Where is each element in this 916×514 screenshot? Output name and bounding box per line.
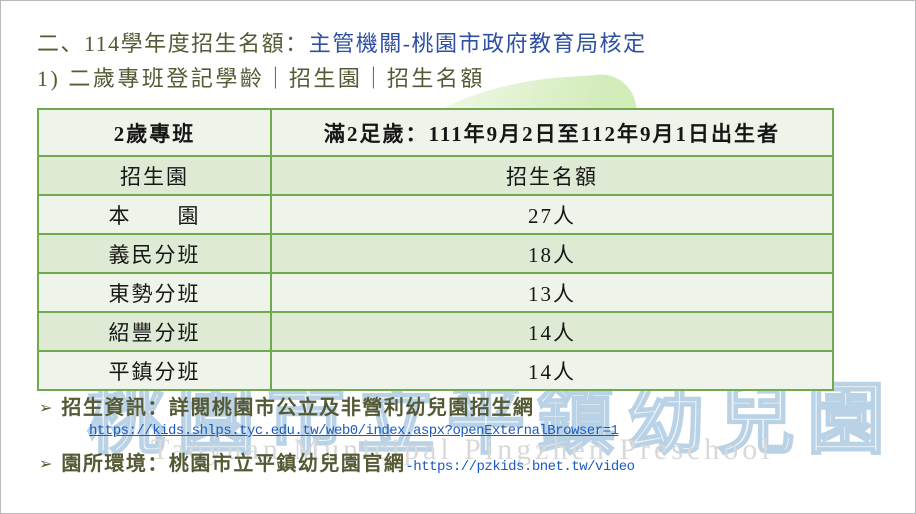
enrollment-link-line: https://kids.shlps.tyc.edu.tw/web0/index… xyxy=(89,421,619,439)
arrow-bullet-icon: ➢ xyxy=(39,400,53,417)
note-enrollment-info: ➢ 招生資訊：詳閱桃園市公立及非營利幼兒園招生網 xyxy=(39,391,534,420)
header-campus-cell: 招生園 xyxy=(37,155,272,196)
table-row: 招生園 招生名額 xyxy=(37,155,834,196)
campus-video-link[interactable]: -https://pzkids.bnet.tw/video xyxy=(405,459,635,475)
watermark-english: Taoyuan Municipal Pingzhen Preschool xyxy=(151,433,774,466)
arrow-bullet-icon: ➢ xyxy=(39,456,53,473)
campus-cell: 本 園 xyxy=(37,194,272,235)
enrollment-website-link[interactable]: https://kids.shlps.tyc.edu.tw/web0/index… xyxy=(89,423,619,439)
page-title-prefix: 二、114學年度招生名額： xyxy=(37,31,309,56)
table-row: 東勢分班 13人 xyxy=(37,272,834,313)
quota-cell: 14人 xyxy=(270,350,834,391)
class-type-cell: 2歲專班 xyxy=(37,108,272,157)
enrollment-table: 2歲專班 滿2足歲：111年9月2日至112年9月1日出生者 招生園 招生名額 … xyxy=(37,108,834,391)
quota-cell: 14人 xyxy=(270,311,834,352)
campus-cell: 義民分班 xyxy=(37,233,272,274)
page-title-highlight: 主管機關-桃園市政府教育局核定 xyxy=(308,31,647,56)
table-row: 義民分班 18人 xyxy=(37,233,834,274)
header-quota-cell: 招生名額 xyxy=(270,155,834,196)
quota-cell: 18人 xyxy=(270,233,834,274)
quota-cell: 13人 xyxy=(270,272,834,313)
table-row: 平鎮分班 14人 xyxy=(37,350,834,391)
table-row: 本 園 27人 xyxy=(37,194,834,235)
table-row: 2歲專班 滿2足歲：111年9月2日至112年9月1日出生者 xyxy=(37,108,834,157)
table-row: 紹豐分班 14人 xyxy=(37,311,834,352)
page-title: 二、114學年度招生名額：主管機關-桃園市政府教育局核定 xyxy=(37,26,647,58)
note-campus-environment: ➢ 園所環境：桃園市立平鎮幼兒園官網-https://pzkids.bnet.tw… xyxy=(39,447,635,476)
campus-cell: 平鎮分班 xyxy=(37,350,272,391)
quota-cell: 27人 xyxy=(270,194,834,235)
note-campus-environment-label: 園所環境：桃園市立平鎮幼兒園官網 xyxy=(61,453,406,475)
enrollment-table-body: 2歲專班 滿2足歲：111年9月2日至112年9月1日出生者 招生園 招生名額 … xyxy=(37,108,834,391)
section-subtitle: 1) 二歲專班登記學齡｜招生園｜招生名額 xyxy=(37,66,485,91)
campus-cell: 紹豐分班 xyxy=(37,311,272,352)
note-enrollment-info-label: 招生資訊：詳閱桃園市公立及非營利幼兒園招生網 xyxy=(61,397,535,419)
campus-cell: 東勢分班 xyxy=(37,272,272,313)
age-range-cell: 滿2足歲：111年9月2日至112年9月1日出生者 xyxy=(270,108,834,157)
